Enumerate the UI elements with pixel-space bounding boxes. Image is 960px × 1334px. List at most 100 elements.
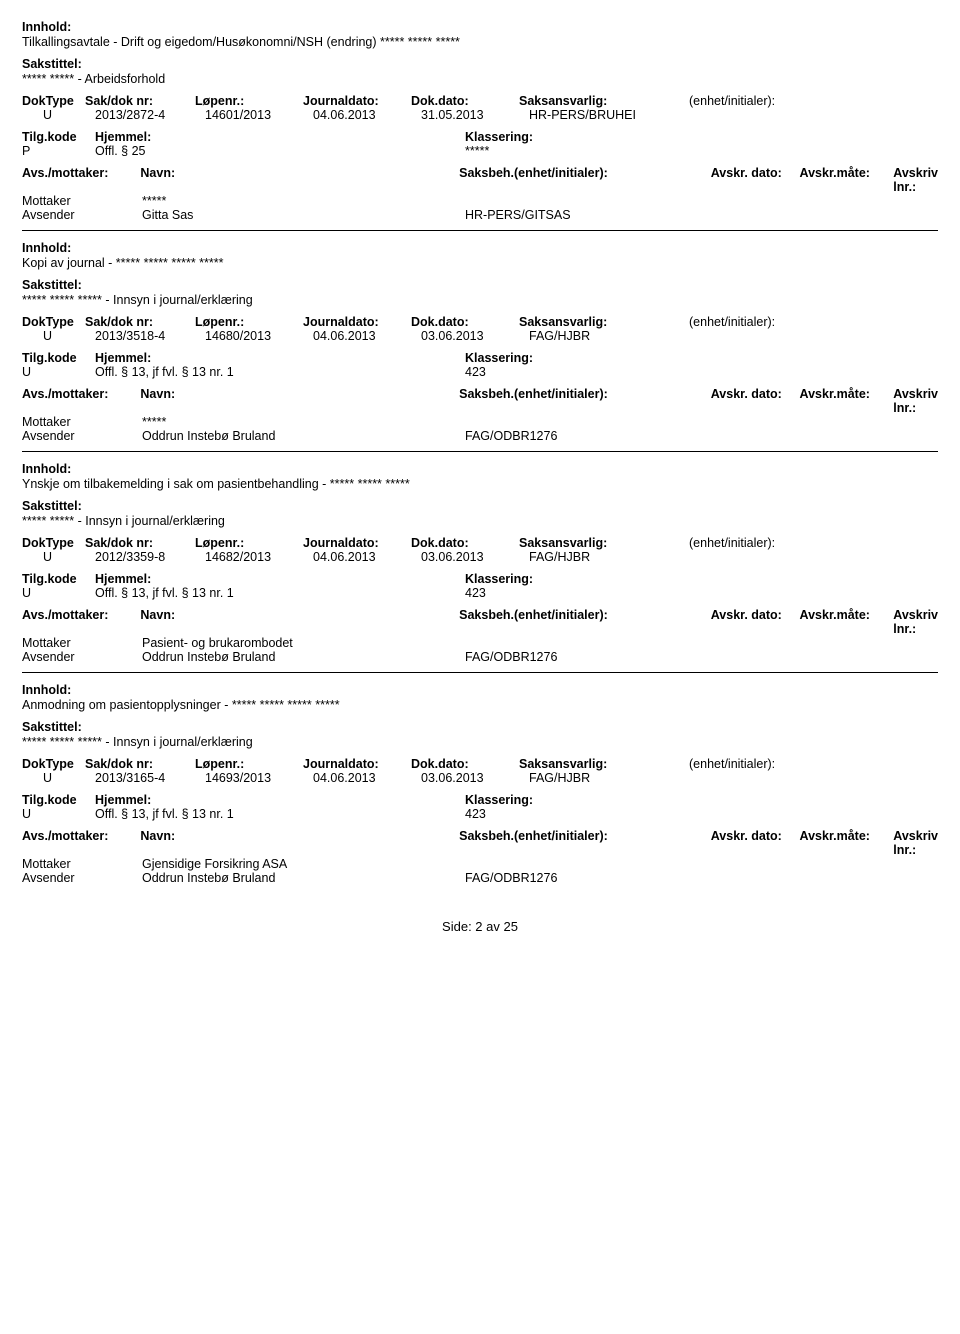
saksansvarlig-value: HR-PERS/BRUHEI [529, 108, 699, 122]
sakstittel-label: Sakstittel: [22, 57, 938, 71]
doktype-label: DokType [22, 536, 85, 550]
avs-avskrdato [720, 871, 810, 885]
journaldato-label: Journaldato: [303, 757, 411, 771]
saksansvarlig-label: Saksansvarlig: [519, 536, 689, 550]
sakdoknr-label: Sak/dok nr: [85, 757, 195, 771]
enhet-label: (enhet/initialer): [689, 315, 938, 329]
hjemmel-label: Hjemmel: [95, 793, 465, 807]
record-separator [22, 230, 938, 231]
dok-value-row: U 2012/3359-8 14682/2013 04.06.2013 03.0… [22, 550, 938, 564]
enhet-value [699, 550, 938, 564]
avs-navn: ***** [142, 415, 465, 429]
avs-navn: Pasient- og brukarombodet [142, 636, 465, 650]
avs-avskrmate [810, 415, 905, 429]
navn-label: Navn: [140, 166, 459, 194]
avs-avskrivlnr [905, 857, 938, 871]
sakdoknr-label: Sak/dok nr: [85, 94, 195, 108]
page-footer: Side: 2 av 25 [22, 919, 938, 934]
avs-row: Avsender Oddrun Instebø Bruland FAG/ODBR… [22, 871, 938, 885]
avs-saksbeh [465, 194, 720, 208]
avs-row: Mottaker ***** [22, 415, 938, 429]
klassering-label: Klassering: [465, 130, 938, 144]
avs-saksbeh: HR-PERS/GITSAS [465, 208, 720, 222]
avskrdato-label: Avskr. dato: [711, 608, 800, 636]
hjemmel-value: Offl. § 13, jf fvl. § 13 nr. 1 [95, 586, 465, 600]
hjemmel-value: Offl. § 13, jf fvl. § 13 nr. 1 [95, 365, 465, 379]
avs-avskrdato [720, 636, 810, 650]
avs-role: Mottaker [22, 636, 142, 650]
klassering-label: Klassering: [465, 793, 938, 807]
enhet-label: (enhet/initialer): [689, 757, 938, 771]
avs-avskrivlnr [905, 636, 938, 650]
lopenr-label: Løpenr.: [195, 315, 303, 329]
hjemmel-label: Hjemmel: [95, 351, 465, 365]
avs-avskrmate [810, 636, 905, 650]
avs-role: Avsender [22, 208, 142, 222]
avs-navn: ***** [142, 194, 465, 208]
avs-header-row: Avs./mottaker: Navn: Saksbeh.(enhet/init… [22, 608, 938, 636]
saksbeh-label: Saksbeh.(enhet/initialer): [459, 166, 711, 194]
hjemmel-header-row: Tilg.kode Hjemmel: Klassering: [22, 351, 938, 365]
sakstittel-label: Sakstittel: [22, 720, 938, 734]
sakdoknr-value: 2013/3518-4 [95, 329, 205, 343]
innhold-text: Kopi av journal - ***** ***** ***** ****… [22, 256, 938, 270]
navn-label: Navn: [140, 829, 459, 857]
navn-label: Navn: [140, 387, 459, 415]
journaldato-label: Journaldato: [303, 94, 411, 108]
hjemmel-header-row: Tilg.kode Hjemmel: Klassering: [22, 572, 938, 586]
lopenr-value: 14601/2013 [205, 108, 313, 122]
journaldato-label: Journaldato: [303, 315, 411, 329]
saksansvarlig-value: FAG/HJBR [529, 550, 699, 564]
doktype-value: U [43, 329, 95, 343]
avs-navn: Gitta Sas [142, 208, 465, 222]
avs-avskrmate [810, 208, 905, 222]
avs-saksbeh [465, 415, 720, 429]
klassering-value: ***** [465, 144, 938, 158]
hjemmel-value-row: U Offl. § 13, jf fvl. § 13 nr. 1 423 [22, 807, 938, 821]
avs-saksbeh: FAG/ODBR1276 [465, 650, 720, 664]
dokdato-value: 31.05.2013 [421, 108, 529, 122]
avs-role: Avsender [22, 650, 142, 664]
avsmottaker-label: Avs./mottaker: [22, 166, 140, 194]
saksansvarlig-label: Saksansvarlig: [519, 315, 689, 329]
avsmottaker-label: Avs./mottaker: [22, 829, 140, 857]
innhold-text: Ynskje om tilbakemelding i sak om pasien… [22, 477, 938, 491]
enhet-value [699, 329, 938, 343]
tilgkode-value: U [22, 586, 95, 600]
journal-record: Innhold: Anmodning om pasientopplysninge… [22, 683, 938, 885]
saksansvarlig-label: Saksansvarlig: [519, 757, 689, 771]
innhold-label: Innhold: [22, 20, 938, 34]
avskrivlnr-label: Avskriv lnr.: [893, 387, 938, 415]
avs-header-row: Avs./mottaker: Navn: Saksbeh.(enhet/init… [22, 166, 938, 194]
dok-header-row: DokType Sak/dok nr: Løpenr.: Journaldato… [22, 536, 938, 550]
avs-navn: Oddrun Instebø Bruland [142, 650, 465, 664]
journaldato-value: 04.06.2013 [313, 771, 421, 785]
avs-avskrdato [720, 415, 810, 429]
avskrdato-label: Avskr. dato: [711, 829, 800, 857]
innhold-text: Tilkallingsavtale - Drift og eigedom/Hus… [22, 35, 938, 49]
avs-row: Avsender Oddrun Instebø Bruland FAG/ODBR… [22, 429, 938, 443]
avs-role: Mottaker [22, 857, 142, 871]
avs-header-row: Avs./mottaker: Navn: Saksbeh.(enhet/init… [22, 829, 938, 857]
hjemmel-value-row: U Offl. § 13, jf fvl. § 13 nr. 1 423 [22, 365, 938, 379]
enhet-label: (enhet/initialer): [689, 536, 938, 550]
innhold-text: Anmodning om pasientopplysninger - *****… [22, 698, 938, 712]
doktype-value: U [43, 771, 95, 785]
enhet-value [699, 771, 938, 785]
saksbeh-label: Saksbeh.(enhet/initialer): [459, 387, 711, 415]
avsmottaker-label: Avs./mottaker: [22, 608, 140, 636]
avs-avskrmate [810, 871, 905, 885]
avs-role: Avsender [22, 871, 142, 885]
hjemmel-value: Offl. § 25 [95, 144, 465, 158]
tilgkode-label: Tilg.kode [22, 793, 95, 807]
dok-value-row: U 2013/2872-4 14601/2013 04.06.2013 31.0… [22, 108, 938, 122]
avs-avskrivlnr [905, 208, 938, 222]
avs-avskrivlnr [905, 194, 938, 208]
dokdato-label: Dok.dato: [411, 536, 519, 550]
sakstittel-text: ***** ***** ***** - Innsyn i journal/erk… [22, 293, 938, 307]
avs-saksbeh: FAG/ODBR1276 [465, 429, 720, 443]
tilgkode-value: U [22, 807, 95, 821]
avs-role: Avsender [22, 429, 142, 443]
sakdoknr-label: Sak/dok nr: [85, 536, 195, 550]
klassering-value: 423 [465, 586, 938, 600]
